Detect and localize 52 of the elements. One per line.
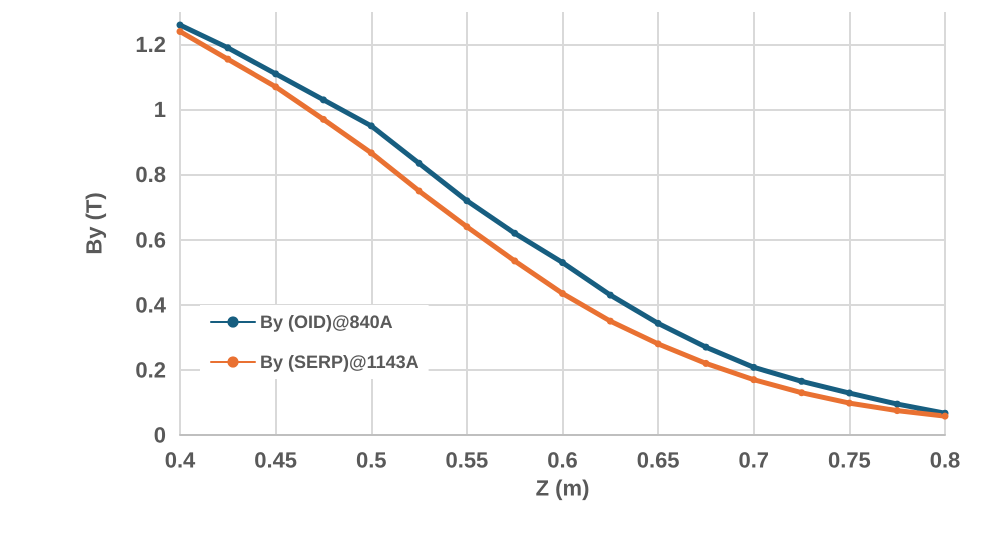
point xyxy=(846,390,853,397)
point xyxy=(224,44,232,52)
point xyxy=(511,230,518,237)
y-tick-label: 0 xyxy=(154,422,166,448)
point xyxy=(320,116,327,123)
point xyxy=(176,28,184,36)
legend-label: By (OID)@840A xyxy=(260,312,393,332)
point xyxy=(320,96,327,104)
point xyxy=(224,56,232,63)
point xyxy=(559,290,566,297)
point xyxy=(798,389,806,396)
legend-label: By (SERP)@1143A xyxy=(260,352,419,372)
point xyxy=(894,407,901,414)
point xyxy=(654,320,662,327)
x-tick-label: 0.7 xyxy=(738,448,770,472)
x-tick-label: 0.6 xyxy=(547,448,578,472)
point xyxy=(654,340,662,348)
point xyxy=(750,364,758,371)
point xyxy=(942,412,948,420)
point xyxy=(798,378,806,385)
x-tick-label: 0.65 xyxy=(636,448,680,472)
point xyxy=(894,400,901,408)
point xyxy=(606,318,614,325)
y-tick-label: 0.6 xyxy=(135,227,166,252)
point xyxy=(272,83,280,90)
x-tick-label: 0.45 xyxy=(254,448,298,472)
point xyxy=(750,376,758,384)
y-tick-label: 0.4 xyxy=(135,292,167,318)
point xyxy=(606,292,614,299)
point xyxy=(272,70,280,78)
point xyxy=(176,22,184,29)
point xyxy=(416,160,423,167)
x-tick-label: 0.8 xyxy=(930,448,960,472)
x-axis-title: Z (m) xyxy=(536,476,590,500)
x-tick-label: 0.55 xyxy=(445,448,488,472)
point xyxy=(463,223,470,230)
point xyxy=(368,149,375,156)
y-axis-title: By (T) xyxy=(82,192,106,255)
y-tick-label: 1 xyxy=(154,97,166,122)
x-tick-label: 0.5 xyxy=(356,448,387,472)
point xyxy=(559,259,566,266)
point xyxy=(463,197,470,204)
point xyxy=(846,400,853,407)
point xyxy=(416,187,423,194)
x-tick-label: 0.75 xyxy=(828,448,871,472)
y-tick-label: 1.2 xyxy=(135,32,166,58)
point xyxy=(368,122,375,130)
point xyxy=(511,257,518,264)
point xyxy=(702,360,710,367)
y-tick-label: 0.2 xyxy=(135,357,166,382)
point xyxy=(702,344,710,351)
y-tick-label: 0.8 xyxy=(135,162,166,188)
